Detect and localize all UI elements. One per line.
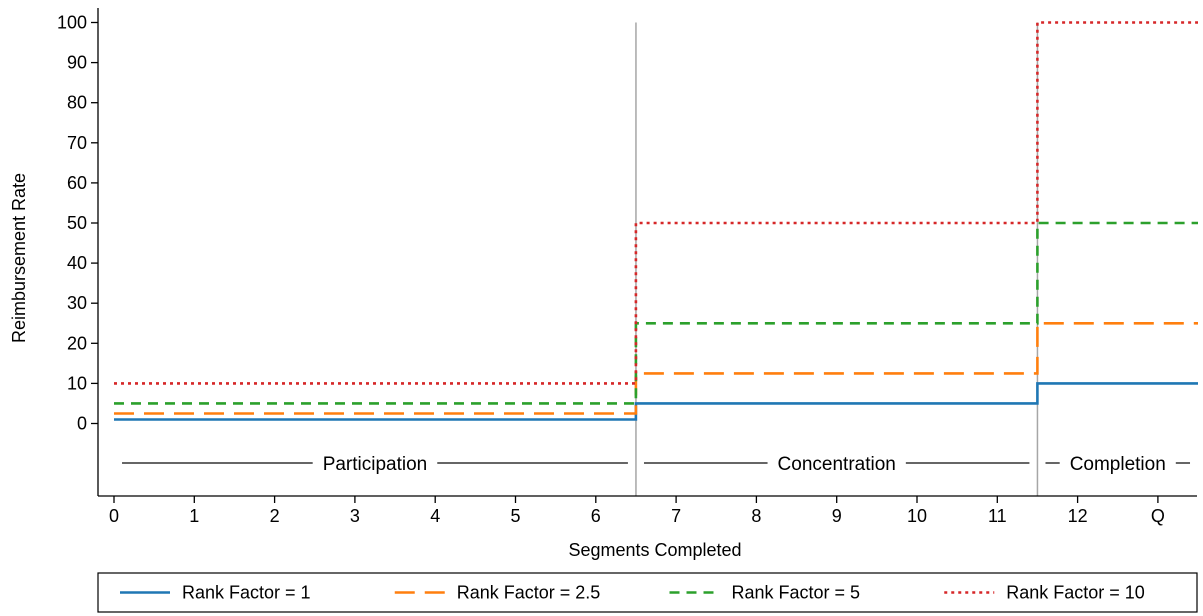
- phase-label-2: Concentration: [778, 454, 896, 475]
- y-tick-label-80: 80: [67, 93, 87, 113]
- x-tick-label-3: 3: [350, 506, 360, 526]
- legend: Rank Factor = 1 Rank Factor = 2.5 Rank Fac…: [97, 572, 1198, 613]
- x-tick-label-2: 2: [270, 506, 280, 526]
- y-tick-label-50: 50: [67, 213, 87, 233]
- x-tick-label-0: 0: [109, 506, 119, 526]
- series-line-4: [114, 21, 1198, 385]
- phase-label-3: Completion: [1070, 454, 1166, 475]
- x-tick-label-6: 6: [591, 506, 601, 526]
- y-tick-label-60: 60: [67, 173, 87, 193]
- series-lines: [114, 21, 1198, 421]
- x-tick-label-4: 4: [430, 506, 440, 526]
- x-tick-label-5: 5: [510, 506, 520, 526]
- x-tick-label-8: 8: [751, 506, 761, 526]
- legend-label-4: Rank Factor = 10: [1006, 583, 1145, 603]
- y-tick-label-20: 20: [67, 333, 87, 353]
- phase-annotations: Participation Concentration Completion: [122, 454, 1191, 475]
- y-tick-label-40: 40: [67, 253, 87, 273]
- y-tick-label-10: 10: [67, 373, 87, 393]
- x-axis-title: Segments Completed: [568, 540, 741, 560]
- y-tick-label-30: 30: [67, 293, 87, 313]
- y-tick-label-100: 100: [57, 13, 87, 33]
- legend-box: [97, 572, 1198, 613]
- series-line-2: [114, 321, 1198, 415]
- x-tick-label-12: 12: [1068, 506, 1088, 526]
- x-tick-label-Q: Q: [1151, 506, 1165, 526]
- phase-boundaries: [635, 22, 1039, 496]
- y-tick-label-0: 0: [77, 414, 87, 434]
- legend-label-1: Rank Factor = 1: [182, 583, 311, 603]
- x-tick-label-9: 9: [832, 506, 842, 526]
- x-tick-label-1: 1: [189, 506, 199, 526]
- x-tick-label-10: 10: [907, 506, 927, 526]
- y-tick-label-90: 90: [67, 53, 87, 73]
- series-line-1: [114, 382, 1198, 421]
- y-axis-title: Reimbursement Rate: [9, 173, 29, 343]
- legend-label-2: Rank Factor = 2.5: [457, 583, 601, 603]
- y-tick-label-70: 70: [67, 133, 87, 153]
- x-tick-label-7: 7: [671, 506, 681, 526]
- x-tick-label-11: 11: [988, 506, 1007, 526]
- legend-label-3: Rank Factor = 5: [732, 583, 861, 603]
- phase-label-1: Participation: [323, 454, 428, 475]
- series-line-3: [114, 221, 1198, 405]
